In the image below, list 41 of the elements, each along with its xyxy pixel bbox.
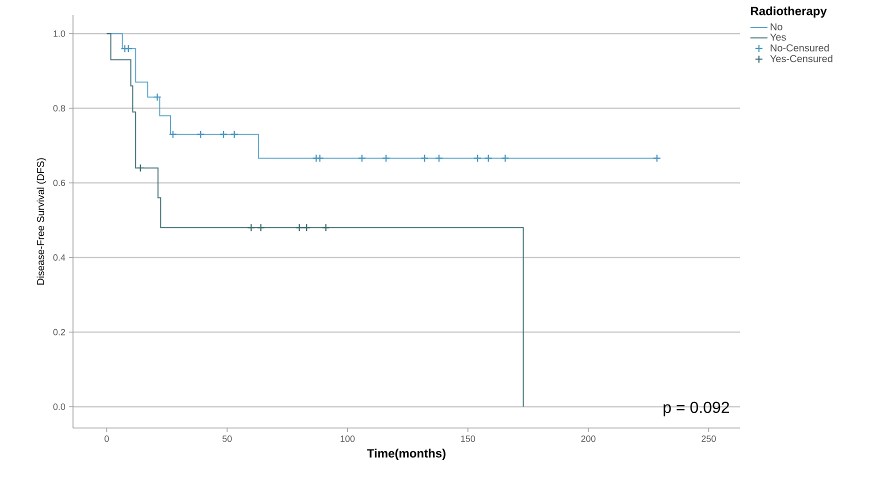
point xyxy=(322,224,330,232)
point xyxy=(652,154,662,162)
point xyxy=(124,44,132,53)
y-tick-label: 0.4 xyxy=(53,254,66,261)
y-axis-title: Disease-Free Survival (DFS) xyxy=(36,158,46,285)
legend-label: No-Censured xyxy=(770,44,829,52)
point xyxy=(230,130,238,138)
point xyxy=(196,130,205,138)
y-tick-label: 0.2 xyxy=(53,328,66,336)
point xyxy=(256,224,265,232)
legend-label: Yes-Censured xyxy=(770,54,832,62)
annotation: p = 0.092 xyxy=(664,402,729,416)
legend-label: No xyxy=(770,23,782,30)
point xyxy=(484,154,492,162)
point xyxy=(295,224,304,232)
y-tick-label: 0.6 xyxy=(53,180,66,186)
point xyxy=(473,154,482,162)
x-tick-label: 250 xyxy=(702,436,716,442)
y-tick-label: 1.0 xyxy=(54,30,66,37)
point xyxy=(219,130,228,138)
legend-label: Yes xyxy=(770,34,786,41)
point xyxy=(153,92,162,102)
point xyxy=(420,154,429,162)
point xyxy=(316,154,324,162)
point xyxy=(358,154,366,162)
x-tick-label: 200 xyxy=(581,436,596,442)
point xyxy=(247,224,256,232)
x-tick-label: 0 xyxy=(104,436,109,442)
point xyxy=(382,154,390,162)
point xyxy=(168,130,178,138)
y-tick-label: 0.0 xyxy=(53,404,66,410)
point xyxy=(434,154,444,162)
y-tick-label: 0.8 xyxy=(53,105,66,112)
point xyxy=(136,164,145,172)
x-axis-title: Time(months) xyxy=(367,448,446,460)
x-tick-label: 100 xyxy=(340,436,355,442)
x-tick-label: 150 xyxy=(461,436,476,442)
legend-title: Radiotherapy xyxy=(751,6,827,18)
point xyxy=(501,154,510,162)
x-tick-label: 50 xyxy=(222,436,232,442)
point xyxy=(302,224,311,232)
